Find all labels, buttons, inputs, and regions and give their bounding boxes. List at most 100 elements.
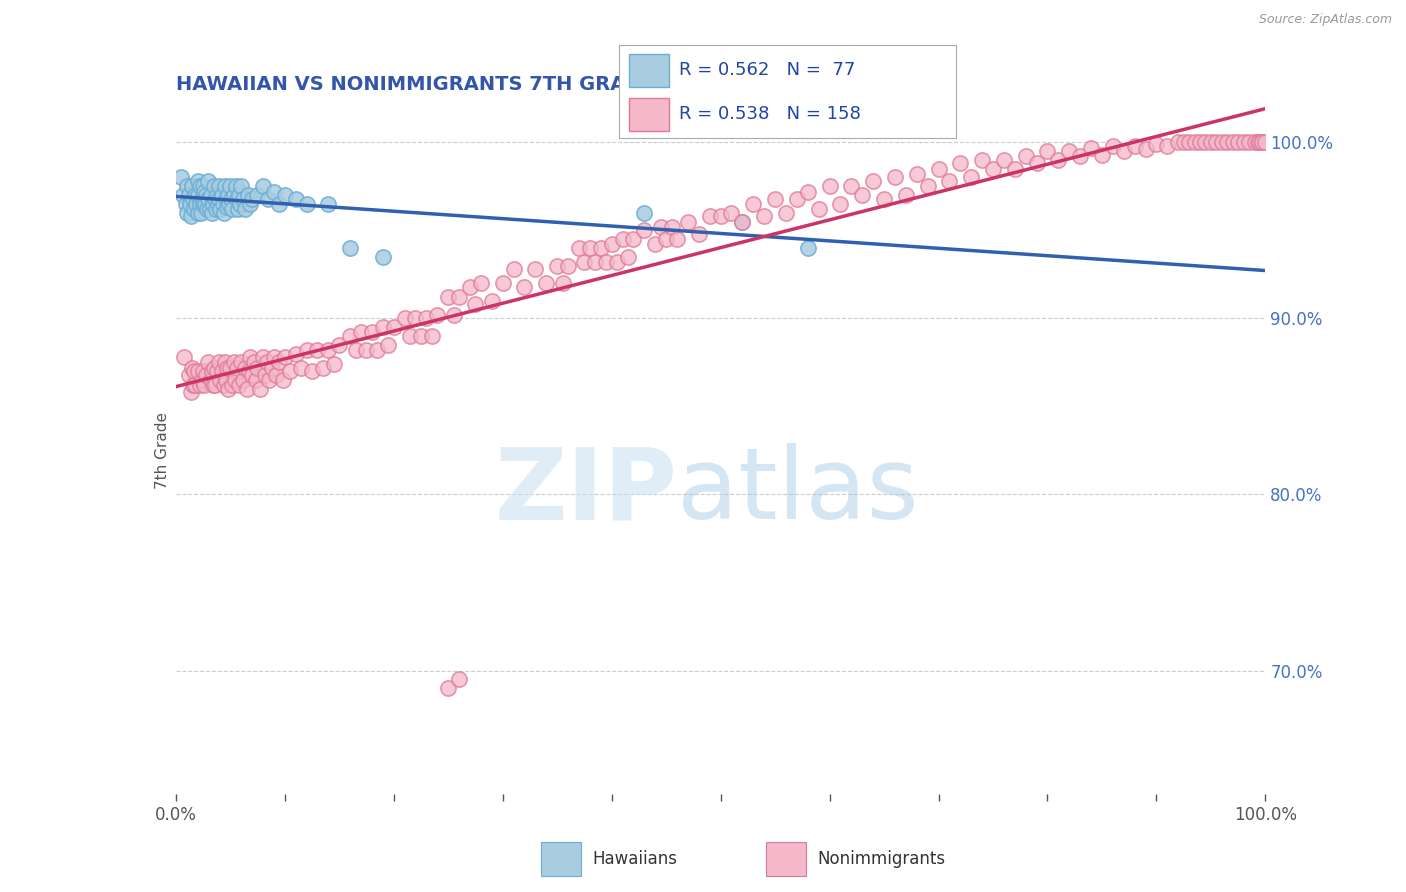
Point [228, 188, 250, 202]
Point [1004, 161, 1026, 176]
Point [211, 364, 233, 378]
Point [621, 232, 644, 246]
Point [214, 179, 236, 194]
Point [212, 378, 235, 392]
Point [195, 188, 218, 202]
Point [201, 197, 224, 211]
Point [371, 250, 394, 264]
Point [1091, 147, 1114, 161]
Point [650, 219, 672, 234]
Point [1069, 149, 1091, 163]
Point [191, 197, 214, 211]
Point [356, 343, 378, 357]
Point [699, 209, 721, 223]
Y-axis label: 7th Grade: 7th Grade [155, 412, 170, 489]
Point [1015, 149, 1038, 163]
Point [193, 185, 215, 199]
Point [1135, 142, 1157, 156]
Point [202, 179, 225, 194]
Point [188, 197, 211, 211]
Point [894, 188, 917, 202]
Point [197, 355, 219, 369]
Point [644, 237, 666, 252]
Point [263, 350, 285, 364]
Point [405, 311, 427, 326]
Point [731, 214, 754, 228]
Point [688, 227, 710, 241]
Point [249, 382, 271, 396]
Point [1057, 144, 1080, 158]
Point [271, 373, 294, 387]
Point [796, 241, 818, 255]
Point [993, 153, 1015, 167]
Bar [628, 54, 669, 87]
Point [1237, 135, 1260, 149]
Point [254, 368, 277, 382]
Point [240, 368, 263, 382]
Point [218, 197, 240, 211]
Point [225, 360, 247, 375]
Point [1199, 135, 1222, 149]
Point [215, 360, 238, 375]
Point [841, 179, 863, 194]
Point [211, 188, 233, 202]
Point [1205, 135, 1227, 149]
Point [557, 259, 579, 273]
Point [211, 197, 233, 211]
Point [183, 202, 205, 217]
Point [595, 255, 617, 269]
Point [195, 202, 218, 217]
Point [188, 179, 211, 194]
Bar [628, 98, 669, 131]
Point [350, 326, 373, 340]
Point [181, 192, 204, 206]
Point [568, 241, 591, 255]
Point [190, 205, 212, 219]
Point [239, 197, 262, 211]
Point [366, 343, 388, 357]
Point [186, 197, 208, 211]
Point [339, 241, 361, 255]
Point [217, 382, 239, 396]
Point [295, 343, 318, 357]
Point [181, 378, 204, 392]
Point [1167, 135, 1189, 149]
Point [301, 364, 323, 378]
Point [328, 338, 350, 352]
Point [970, 153, 993, 167]
Point [862, 174, 884, 188]
Point [191, 179, 214, 194]
Point [502, 262, 524, 277]
Point [1249, 135, 1271, 149]
Point [786, 192, 808, 206]
Text: R = 0.538   N = 158: R = 0.538 N = 158 [679, 105, 862, 123]
Point [318, 343, 340, 357]
Point [184, 188, 207, 202]
Point [193, 378, 215, 392]
Point [426, 308, 449, 322]
Point [219, 179, 242, 194]
Point [236, 188, 259, 202]
Point [290, 360, 312, 375]
Point [981, 161, 1004, 176]
Point [655, 232, 678, 246]
Point [437, 681, 460, 696]
Point [420, 329, 443, 343]
Point [191, 364, 214, 378]
Point [1173, 135, 1195, 149]
Point [231, 355, 253, 369]
Point [205, 188, 228, 202]
Point [1025, 156, 1047, 170]
Point [257, 192, 280, 206]
Point [225, 179, 247, 194]
Point [409, 329, 432, 343]
Point [217, 188, 239, 202]
Point [181, 360, 204, 375]
Point [666, 232, 689, 246]
Point [873, 192, 896, 206]
Point [1047, 153, 1070, 167]
Point [295, 197, 318, 211]
Point [238, 364, 260, 378]
Point [191, 192, 214, 206]
Point [201, 364, 224, 378]
